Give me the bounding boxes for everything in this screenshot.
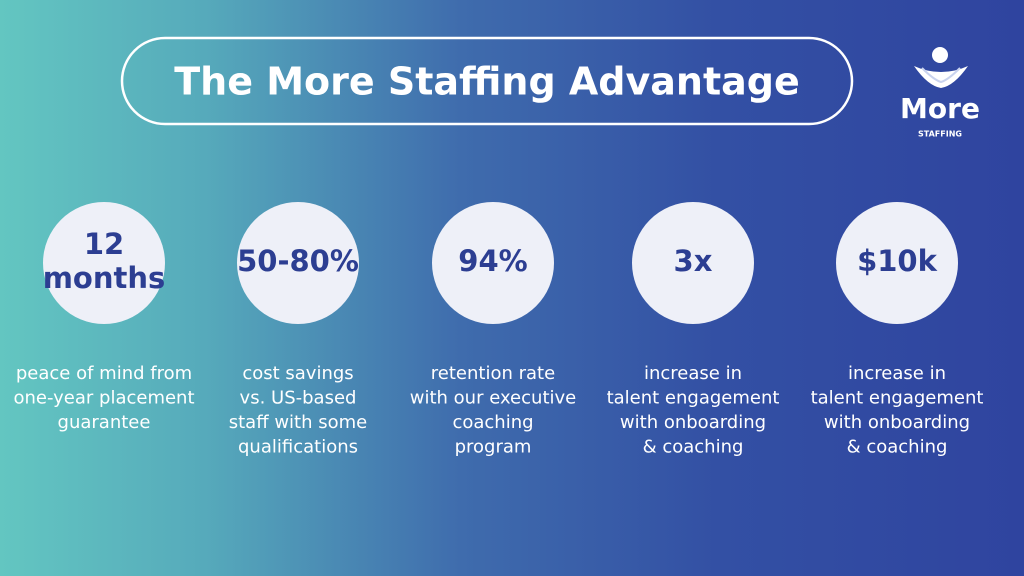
stat-description: guarantee [58, 412, 151, 433]
stat-description: program [455, 437, 532, 458]
stat-description: vs. US-based [240, 388, 357, 409]
stat-circle [237, 202, 359, 324]
logo-accent [921, 67, 961, 84]
stat-description: qualifications [238, 437, 358, 458]
stat-circle [432, 202, 554, 324]
logo-name: More [900, 92, 980, 125]
stat-value: 3x [674, 244, 713, 278]
stat-circle [43, 202, 165, 324]
stat-circle [836, 202, 958, 324]
title-pill [120, 36, 854, 126]
stat-description: & coaching [847, 437, 948, 458]
logo-head [932, 47, 948, 63]
stat-description: with onboarding [620, 412, 766, 433]
stat-description: & coaching [643, 437, 744, 458]
stat-description: with our executive [410, 388, 576, 409]
stat-description: staff with some [229, 412, 368, 433]
logo: More STAFFING [900, 47, 980, 139]
stat-description: retention rate [431, 363, 555, 384]
stat-description: one-year placement [13, 388, 194, 409]
stat-description: increase in [848, 363, 946, 384]
title: The More Staffing Advantage [174, 60, 800, 104]
stat-description: coaching [452, 412, 533, 433]
stat-value: $10k [857, 244, 938, 278]
stat-description: talent engagement [607, 388, 780, 409]
stat-description: peace of mind from [16, 363, 192, 384]
logo-tagline: STAFFING [918, 130, 962, 139]
stat-value: months [43, 261, 166, 295]
logo-body [914, 66, 968, 88]
stat-description: cost savings [242, 363, 353, 384]
stat-description: with onboarding [824, 412, 970, 433]
stat-description: talent engagement [811, 388, 984, 409]
stat-value: 94% [458, 244, 527, 278]
stat-description: increase in [644, 363, 742, 384]
stat-value: 12 [84, 227, 124, 261]
stat-value: 50-80% [237, 244, 359, 278]
stat-circle [632, 202, 754, 324]
